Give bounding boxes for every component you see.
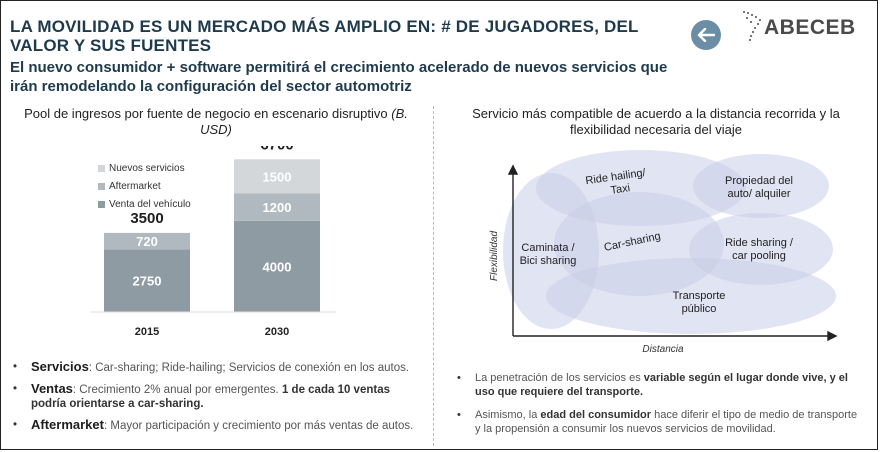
- x-axis-arrow: [827, 330, 838, 342]
- bullet-dot: •: [13, 361, 18, 373]
- bubble-label-ride-sharing: Ride sharing / car pooling: [725, 237, 794, 262]
- bullet-text: : Car-sharing; Ride-hailing; Servicios d…: [88, 362, 410, 374]
- bullet-dot: •: [457, 409, 461, 421]
- bullet-text: : Crecimiento 2% anual por emergentes.: [72, 384, 282, 396]
- list-item: • La penetración de los servicios es var…: [453, 371, 863, 399]
- bar-value-label: 1200: [263, 200, 292, 215]
- bubble-label-propiedad: Propiedad del auto/ alquiler: [725, 175, 793, 200]
- list-item: • Asimismo, la edad del consumidor hace …: [453, 408, 863, 436]
- left-panel-title: Pool de ingresos por fuente de negocio e…: [21, 106, 411, 138]
- x-axis-label: Distancia: [642, 344, 684, 355]
- left-bullet-list: • Servicios: Car-sharing; Ride-hailing; …: [9, 360, 419, 440]
- back-button[interactable]: [691, 20, 721, 50]
- list-item: • Aftermarket: Mayor participación y cre…: [9, 418, 419, 433]
- bar-value-label: 1500: [263, 169, 292, 184]
- bubble-transporte: [546, 258, 836, 334]
- legend-label: Venta del vehículo: [109, 198, 191, 210]
- bar-total-label: 6700: [260, 146, 293, 153]
- y-axis-label: Flexibilidad: [489, 231, 500, 281]
- bullet-text: La penetración de los servicios es: [475, 372, 644, 384]
- mobility-bubble-diagram: Ride hailing/Taxi Propiedad del auto/ alq…: [489, 150, 838, 355]
- bar-segment: [234, 220, 320, 312]
- bullet-text: Asimismo, la: [475, 409, 541, 421]
- bullet-dot: •: [13, 419, 18, 431]
- category-label: 2015: [135, 326, 159, 338]
- logo-text: ABECEB: [764, 16, 856, 39]
- bar-segment: [234, 159, 320, 194]
- right-bullet-list: • La penetración de los servicios es var…: [453, 371, 863, 443]
- legend-item: Aftermarket: [98, 177, 191, 195]
- map-logo-icon: [743, 11, 761, 41]
- legend-label: Nuevos servicios: [109, 162, 185, 174]
- left-panel-title-units: (B. USD): [200, 106, 408, 137]
- left-panel-title-text: Pool de ingresos por fuente de negocio e…: [24, 106, 388, 121]
- arrow-left-icon: [697, 28, 715, 42]
- page-title: LA MOVILIDAD ES UN MERCADO MÁS AMPLIO EN…: [10, 17, 639, 55]
- bar-segment: [234, 193, 320, 221]
- bubble-label-transporte: Transporte público: [673, 290, 726, 315]
- revenue-bar-chart: 2750 720 3500 2015 4000 1200 1500 6700 2030: [91, 146, 336, 338]
- legend-item: Venta del vehículo: [98, 195, 191, 213]
- bar-total-label: 3500: [130, 210, 163, 227]
- bullet-text: : Mayor participación y crecimiento por …: [103, 420, 414, 432]
- bullet-bold: 1 de cada 10 ventas podría orientarse a …: [31, 384, 390, 410]
- bullet-dot: •: [457, 372, 461, 384]
- list-item: • Ventas: Crecimiento 2% anual por emerg…: [9, 382, 419, 411]
- bullet-lead: Ventas: [31, 381, 73, 396]
- legend-swatch: [98, 200, 105, 208]
- y-axis-arrow: [507, 164, 519, 175]
- list-item: • Servicios: Car-sharing; Ride-hailing; …: [9, 360, 419, 375]
- bar-segment: [104, 249, 190, 312]
- right-panel-title: Servicio más compatible de acuerdo a la …: [472, 106, 840, 137]
- bullet-dot: •: [13, 383, 18, 395]
- legend-swatch: [98, 182, 105, 190]
- bullet-bold: edad del consumidor: [540, 409, 652, 421]
- page-subtitle: El nuevo consumidor + software permitirá…: [10, 59, 668, 95]
- bar-value-label: 720: [136, 234, 158, 249]
- panel-divider: [433, 106, 434, 446]
- bullet-text: hace diferir el tipo de medio de transpo…: [475, 409, 858, 435]
- legend-swatch: [98, 164, 105, 172]
- legend-item: Nuevos servicios: [98, 159, 191, 177]
- bar-segment: [104, 232, 190, 250]
- category-label: 2030: [265, 326, 289, 338]
- abeceb-logo: ABECEB: [741, 9, 866, 45]
- bubble-label-caminata: Caminata / Bici sharing: [520, 242, 577, 267]
- bullet-lead: Servicios: [31, 359, 89, 374]
- bullet-bold: variable según el lugar donde vive, y el…: [475, 372, 848, 398]
- legend-label: Aftermarket: [109, 180, 161, 192]
- bullet-lead: Aftermarket: [31, 417, 104, 432]
- bar-value-label: 2750: [133, 274, 162, 289]
- bar-value-label: 4000: [263, 259, 292, 274]
- chart-legend: Nuevos servicios Aftermarket Venta del v…: [98, 159, 191, 213]
- bubble-propiedad: [693, 154, 829, 218]
